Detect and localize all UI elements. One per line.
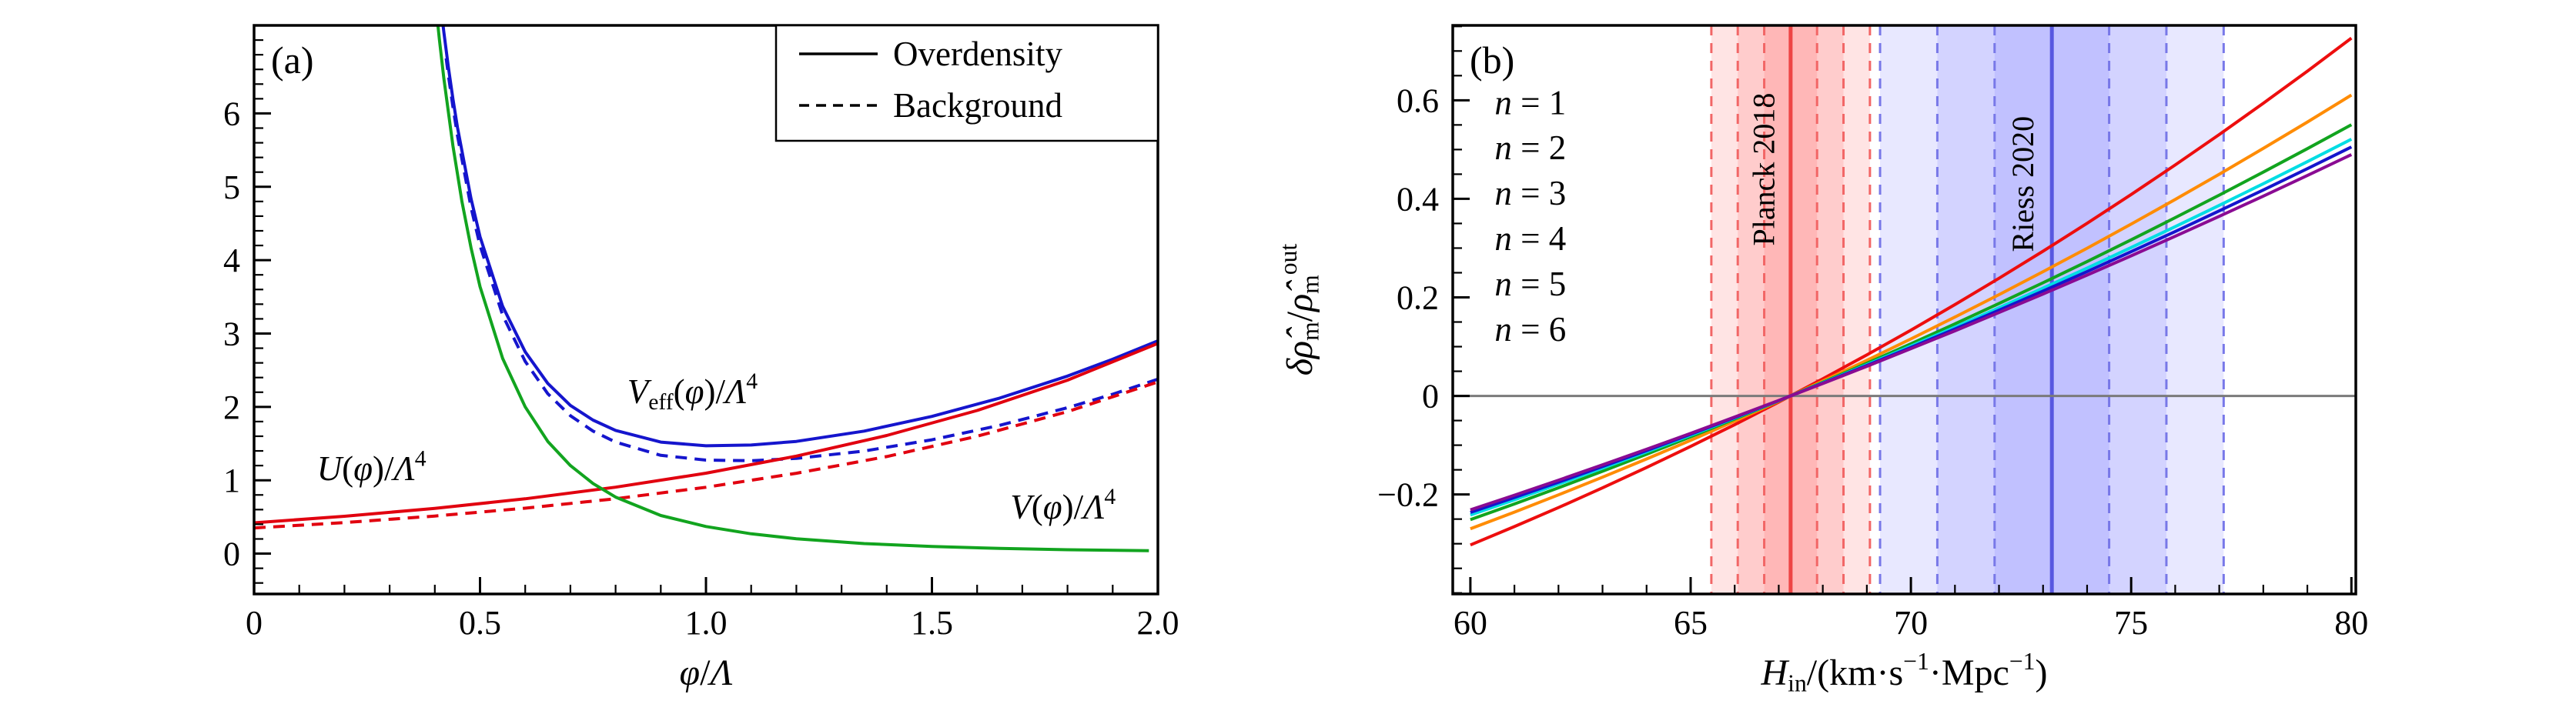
a-y-tick-label: 2 xyxy=(223,389,240,426)
a-series-1 xyxy=(444,58,1158,462)
b-series-5 xyxy=(1470,153,2353,512)
b-axes-frame xyxy=(1451,24,2357,596)
a-series-3 xyxy=(254,380,1158,530)
panel-a-figure: 0 0.5 1.0 1.5 2.0 0 1 2 3 4 5 6 (a) φ/Λ Veff(φ)/Λ4 U(φ)… xyxy=(223,24,1179,693)
b-x-tick-label: 70 xyxy=(1894,604,1928,642)
a-curve-label-1: U(φ)/Λ4 xyxy=(317,446,427,488)
b-ylabel: δρ̂m/ρ̂mout xyxy=(1275,244,1324,376)
b-ticks xyxy=(1453,25,2353,594)
a-xlabel: φ/Λ xyxy=(680,652,733,693)
legend-entry-n4: n = 4 xyxy=(1494,219,1566,258)
legend-entry-label: Background xyxy=(893,86,1062,125)
b-y-tick-label: 0.6 xyxy=(1397,82,1439,119)
a-y-tick-label: 0 xyxy=(223,536,240,573)
a-x-tick-label: 2.0 xyxy=(1137,604,1179,642)
a-curve-label-2: V(φ)/Λ4 xyxy=(1010,485,1116,526)
legend-entry-n6: n = 6 xyxy=(1494,310,1566,349)
a-x-tick-label: 0.5 xyxy=(459,604,501,642)
a-curve-label-0: Veff(φ)/Λ4 xyxy=(627,369,758,415)
a-panel-label: (a) xyxy=(271,38,314,82)
a-x-tick-label: 1.0 xyxy=(685,604,728,642)
b-x-tick-label: 75 xyxy=(2114,604,2148,642)
b-x-tick-label: 60 xyxy=(1454,604,1487,642)
legend-entry-n1: n = 1 xyxy=(1494,83,1566,122)
b-x-tick-label: 80 xyxy=(2334,604,2368,642)
a-axes-frame xyxy=(253,24,1159,596)
a-x-tick-label: 0 xyxy=(246,604,263,642)
legend-entry-n3: n = 3 xyxy=(1494,174,1566,212)
legend-entry-label: Overdensity xyxy=(893,35,1062,73)
legend-entry-n2: n = 2 xyxy=(1494,128,1566,167)
legend-box xyxy=(774,24,1159,142)
b-y-tick-label: 0.2 xyxy=(1397,279,1439,316)
b-y-tick-label: −0.2 xyxy=(1377,476,1439,514)
b-panel-label: (b) xyxy=(1470,38,1514,82)
riess-2020-label: Riess 2020 xyxy=(2006,116,2040,252)
a-y-tick-label: 5 xyxy=(223,168,240,206)
panel-b-figure: 60 65 70 75 80 0.6 0.4 0.2 0 −0.2 (b) Hin/(km·s−1·M… xyxy=(1275,24,2368,697)
a-y-tick-label: 4 xyxy=(223,242,240,279)
a-series-2 xyxy=(254,342,1158,525)
a-y-tick-label: 3 xyxy=(223,315,240,352)
a-y-tick-label: 6 xyxy=(223,95,240,132)
a-y-tick-label: 1 xyxy=(223,462,240,499)
b-series-1 xyxy=(1470,93,2353,531)
b-x-tick-label: 65 xyxy=(1674,604,1708,642)
a-x-tick-label: 1.5 xyxy=(911,604,953,642)
b-y-tick-label: 0.4 xyxy=(1397,180,1439,218)
b-xlabel: Hin/(km·s−1·Mpc−1) xyxy=(1760,648,2047,697)
b-series-2 xyxy=(1470,123,2353,522)
planck-2018-label: Planck 2018 xyxy=(1747,93,1781,246)
legend-entry-n5: n = 5 xyxy=(1494,265,1566,303)
b-series-0 xyxy=(1470,36,2353,547)
b-y-tick-label: 0 xyxy=(1422,378,1439,415)
a-series-4 xyxy=(436,25,1149,552)
